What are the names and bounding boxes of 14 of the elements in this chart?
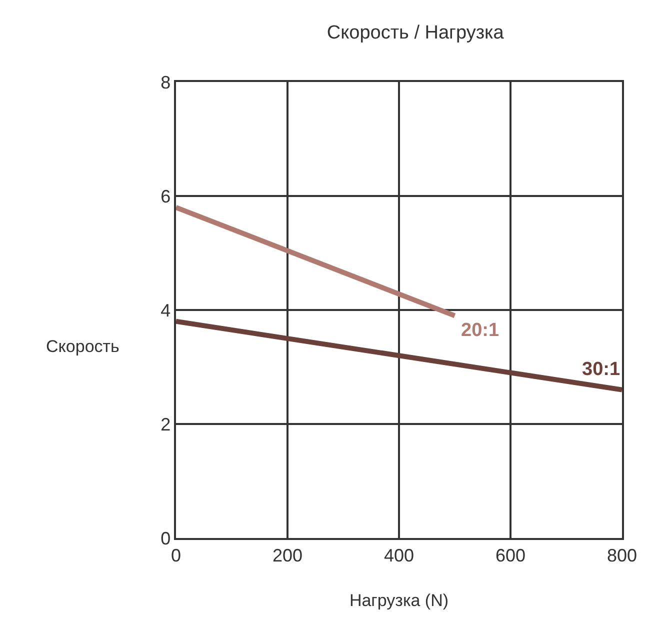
series-label: 20:1: [461, 320, 500, 341]
y-tick-label: 6: [160, 186, 171, 206]
series-label: 30:1: [582, 359, 620, 380]
x-tick-label: 400: [384, 545, 414, 566]
chart-title: Скорость / Нагрузка: [326, 22, 504, 44]
y-tick-label: 4: [160, 300, 171, 320]
y-axis-title: Скорость: [46, 337, 120, 356]
x-tick-label: 200: [272, 545, 303, 566]
y-tick-label: 8: [160, 72, 171, 92]
x-tick-label: 600: [495, 545, 526, 566]
y-tick-label: 2: [160, 414, 171, 434]
y-tick-label: 0: [160, 528, 171, 548]
x-axis-title: Нагрузка (N): [349, 591, 449, 610]
x-tick-label: 800: [606, 545, 638, 566]
